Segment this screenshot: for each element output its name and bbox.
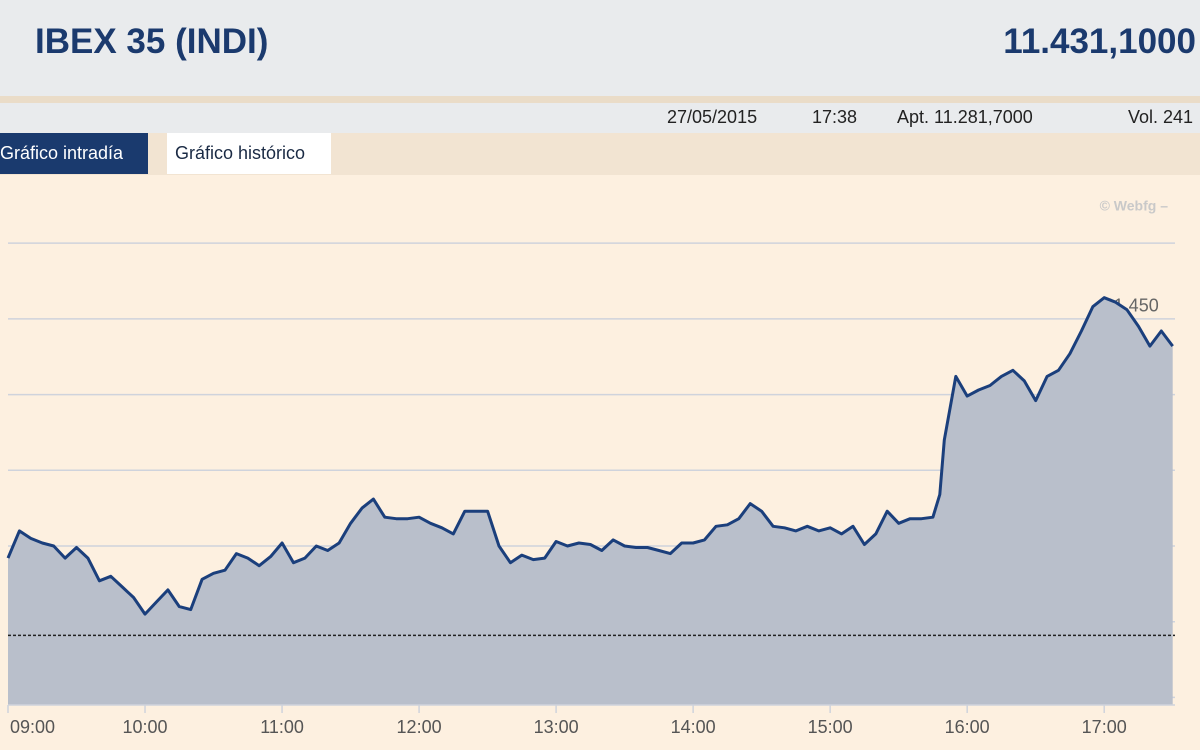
x-tick-label: 11:00 xyxy=(260,717,304,737)
volume: Vol. 241 xyxy=(1128,107,1194,127)
price-line xyxy=(6,296,1174,616)
x-tick-label: 17:00 xyxy=(1082,717,1127,737)
x-tick-label: 12:00 xyxy=(397,717,442,737)
header: IBEX 35 (INDI) 11.431,1000 xyxy=(0,0,1200,96)
time: 17:38 xyxy=(812,107,858,127)
separator xyxy=(0,96,1200,103)
area-fill xyxy=(8,297,1173,705)
tab-bar: Gráfico intradía Gráfico histórico xyxy=(0,133,1200,175)
x-tick-label: 09:00 xyxy=(10,717,55,737)
info-row: 27/05/2015 17:38 Apt. 11.281,7000 Vol. 2… xyxy=(0,103,1200,133)
tab-historic[interactable]: Gráfico histórico xyxy=(167,133,331,174)
x-tick-label: 13:00 xyxy=(534,717,579,737)
open-price: Apt. 11.281,7000 xyxy=(897,107,1033,127)
tab-intraday[interactable]: Gráfico intradía xyxy=(0,133,148,174)
x-tick-label: 16:00 xyxy=(945,717,990,737)
x-tick-label: 15:00 xyxy=(808,717,853,737)
x-tick-label: 10:00 xyxy=(123,717,168,737)
index-title: IBEX 35 (INDI) xyxy=(35,22,269,61)
watermark: © Webfg – xyxy=(1100,198,1169,214)
x-tick-label: 14:00 xyxy=(671,717,716,737)
index-value: 11.431,1000 xyxy=(1003,22,1196,61)
date: 27/05/2015 xyxy=(667,107,758,127)
